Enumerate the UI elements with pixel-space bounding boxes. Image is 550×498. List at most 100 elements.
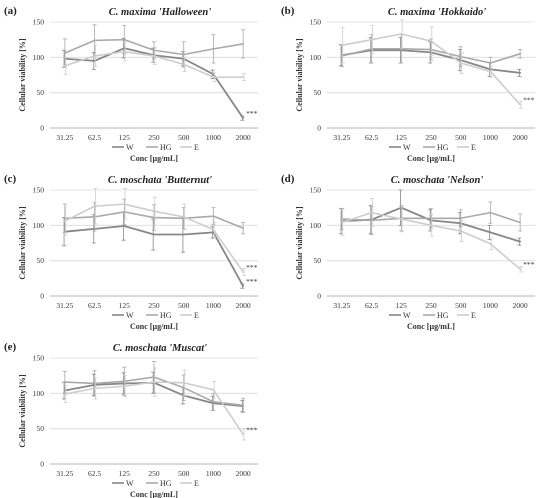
chart-svg-c: (c) C. moschata 'Butternut' 0 50 100 150 31.25… xyxy=(4,173,258,331)
data-point xyxy=(123,225,126,227)
y-axis-label: Cellular viability [%] xyxy=(18,374,27,448)
data-point xyxy=(182,63,185,66)
data-point xyxy=(182,53,185,56)
series-e xyxy=(63,188,246,276)
y-tick-label: 50 xyxy=(314,88,322,97)
data-point xyxy=(212,228,215,231)
data-point xyxy=(93,387,96,390)
y-tick-label: 0 xyxy=(317,124,321,133)
x-tick-label: 31.25 xyxy=(56,133,73,142)
series-hg xyxy=(339,201,523,235)
x-tick-label: 1000 xyxy=(206,133,221,142)
data-point xyxy=(123,50,126,53)
chart-svg-d: (d) C. moschata 'Nelson' 0 50 100 150 31.25 62.… xyxy=(281,173,535,331)
y-axis-label: Cellular viability [%] xyxy=(295,206,304,280)
data-point xyxy=(212,215,215,218)
legend-label-w: W xyxy=(403,311,411,320)
data-point xyxy=(459,230,462,232)
chart-panel-e: (e) C. moschata 'Muscat' 0 50 100 150 31.25 62.… xyxy=(0,336,273,498)
y-tick-label: 100 xyxy=(33,53,45,62)
y-axis-label: Cellular viability [%] xyxy=(295,38,304,112)
data-point xyxy=(459,217,462,220)
x-tick-label: 2000 xyxy=(513,133,528,142)
y-tick-label: 150 xyxy=(33,354,45,363)
significance-marker: *** xyxy=(246,425,258,434)
data-point xyxy=(63,64,66,67)
x-tick-label: 31.25 xyxy=(56,301,73,310)
panel-label: (c) xyxy=(4,173,17,185)
chart-title: C. moschata 'Butternut' xyxy=(108,175,212,186)
legend-label-e: E xyxy=(194,143,199,152)
legend-label-hg: HG xyxy=(160,143,172,152)
data-point xyxy=(242,285,245,288)
y-tick-label: 50 xyxy=(314,256,322,265)
data-point xyxy=(519,221,522,224)
y-tick-label: 100 xyxy=(33,389,45,398)
data-point xyxy=(93,205,96,208)
data-point xyxy=(63,393,66,395)
y-tick-label: 150 xyxy=(33,186,45,195)
data-point xyxy=(519,268,522,271)
x-tick-label: 500 xyxy=(455,133,467,142)
legend-label-e: E xyxy=(194,311,199,320)
data-point xyxy=(489,242,492,245)
significance-marker: *** xyxy=(523,96,535,105)
data-point xyxy=(489,70,492,73)
data-point xyxy=(242,404,245,407)
x-tick-label: 125 xyxy=(396,301,408,310)
y-tick-label: 150 xyxy=(33,18,45,27)
x-axis-label: Conc [µg/mL] xyxy=(130,322,178,331)
legend-label-e: E xyxy=(194,479,199,488)
data-point xyxy=(93,39,96,42)
data-point xyxy=(182,381,185,384)
x-tick-label: 250 xyxy=(148,301,160,310)
x-tick-label: 500 xyxy=(178,133,190,142)
series-e xyxy=(63,367,246,441)
x-tick-label: 250 xyxy=(148,133,160,142)
chart-title: C. moschata 'Muscat' xyxy=(113,343,207,354)
data-point xyxy=(340,44,343,47)
series-w xyxy=(62,371,245,413)
chart-title: C. maxima 'Hokkaido' xyxy=(388,7,486,18)
data-point xyxy=(123,385,126,388)
series-e xyxy=(340,198,523,273)
chart-svg-e: (e) C. moschata 'Muscat' 0 50 100 150 31.25 62.… xyxy=(4,341,258,498)
panel-label: (e) xyxy=(4,341,17,353)
chart-panel-a: (a) C. maxima 'Halloween' 0 50 100 150 31.25 62… xyxy=(0,0,273,166)
x-tick-label: 1000 xyxy=(483,133,498,142)
significance-marker: *** xyxy=(246,277,258,286)
legend-label-w: W xyxy=(126,311,134,320)
data-point xyxy=(519,240,522,243)
data-point xyxy=(489,62,492,64)
data-point xyxy=(153,55,155,57)
x-tick-label: 1000 xyxy=(206,301,221,310)
data-point xyxy=(63,381,66,383)
significance-marker: *** xyxy=(246,263,258,272)
data-point xyxy=(519,103,522,106)
x-tick-label: 62.5 xyxy=(88,301,101,310)
x-tick-label: 125 xyxy=(396,133,408,142)
y-tick-label: 150 xyxy=(310,18,322,27)
data-point xyxy=(489,211,492,214)
x-axis-label: Conc [µg/mL] xyxy=(407,154,455,163)
panel-label: (d) xyxy=(281,173,295,185)
legend-label-w: W xyxy=(403,143,411,152)
x-tick-label: 500 xyxy=(455,301,467,310)
data-point xyxy=(63,220,66,222)
data-point xyxy=(63,52,66,54)
data-point xyxy=(242,76,245,79)
data-point xyxy=(400,218,403,220)
chart-panel-d: (d) C. moschata 'Nelson' 0 50 100 150 31.25 62.… xyxy=(277,168,550,334)
data-point xyxy=(370,38,373,41)
data-point xyxy=(182,215,185,218)
chart-svg-a: (a) C. maxima 'Halloween' 0 50 100 150 31.25 62… xyxy=(4,5,258,163)
data-point xyxy=(153,381,155,383)
y-axis-label: Cellular viability [%] xyxy=(18,38,27,112)
y-axis-label: Cellular viability [%] xyxy=(18,206,27,280)
x-tick-label: 2000 xyxy=(513,301,528,310)
data-point xyxy=(182,233,185,236)
x-tick-label: 31.25 xyxy=(333,301,350,310)
data-point xyxy=(340,221,343,224)
legend-label-e: E xyxy=(471,143,476,152)
legend-label-hg: HG xyxy=(160,311,172,320)
